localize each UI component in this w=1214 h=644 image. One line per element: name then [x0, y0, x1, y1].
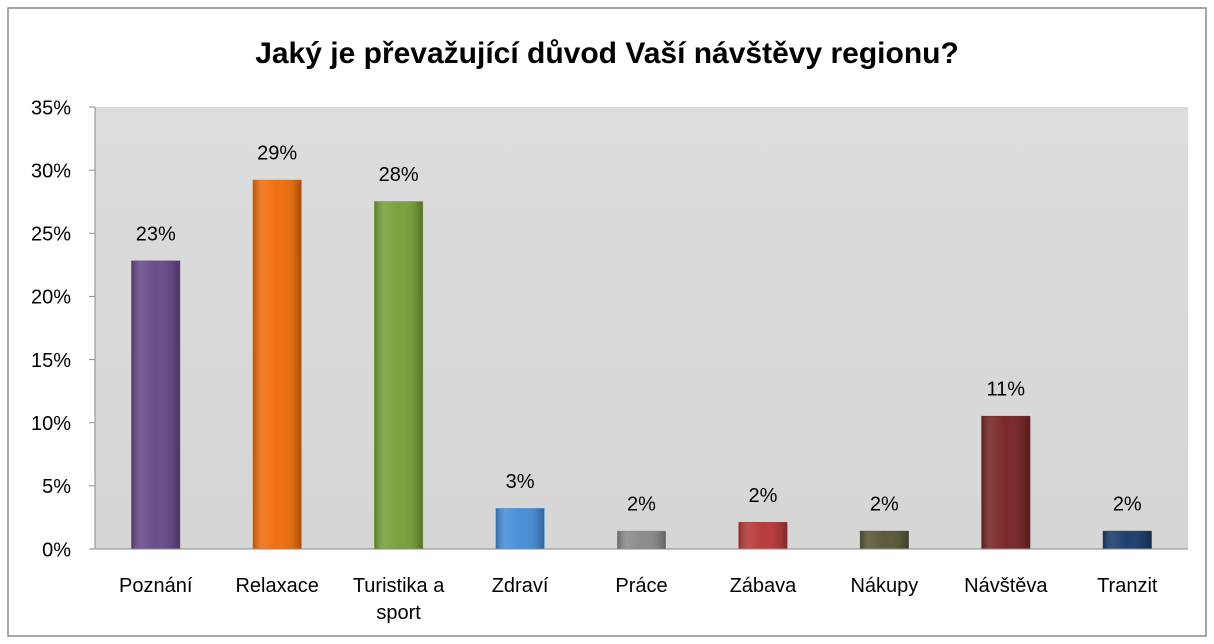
x-tick-label: Relaxace	[235, 575, 319, 597]
x-tick-label: Turistika a sport	[352, 575, 445, 624]
data-label: 23%	[136, 223, 176, 245]
data-label: 11%	[987, 379, 1026, 401]
data-label: 2%	[748, 485, 777, 507]
y-tick-label: 15%	[31, 350, 71, 372]
x-tick-label: Práce	[615, 575, 668, 597]
data-label: 2%	[627, 494, 656, 516]
data-label: 29%	[257, 143, 297, 165]
bar-shine	[131, 261, 180, 549]
y-tick-label: 10%	[31, 413, 71, 435]
y-tick-label: 5%	[42, 476, 71, 498]
data-label: 2%	[1113, 494, 1142, 516]
y-tick-label: 0%	[42, 539, 71, 561]
bar-shine	[253, 180, 302, 549]
data-label: 28%	[379, 164, 419, 186]
y-tick-label: 20%	[31, 287, 71, 309]
bar-shine	[617, 531, 666, 549]
y-tick-label: 25%	[31, 224, 71, 246]
bar-shine	[860, 531, 909, 549]
bar-shine	[1103, 531, 1152, 549]
bar-shine	[374, 201, 423, 549]
x-tick-label: Poznání	[119, 575, 193, 597]
x-tick-label: Zábava	[729, 575, 797, 597]
data-label: 2%	[870, 494, 899, 516]
x-tick-label: Nákupy	[850, 575, 919, 597]
x-tick-label: Návštěva	[964, 575, 1048, 597]
x-tick-label: Tranzit	[1097, 575, 1158, 597]
chart-title: Jaký je převažující důvod Vaší návštěvy …	[255, 37, 959, 70]
data-label: 3%	[506, 471, 535, 493]
bar-shine	[738, 522, 787, 549]
y-tick-label: 35%	[31, 97, 71, 119]
x-tick-label: Zdraví	[491, 575, 549, 597]
bar-shine	[496, 508, 545, 549]
bar-shine	[981, 416, 1030, 549]
y-tick-label: 30%	[31, 160, 71, 182]
